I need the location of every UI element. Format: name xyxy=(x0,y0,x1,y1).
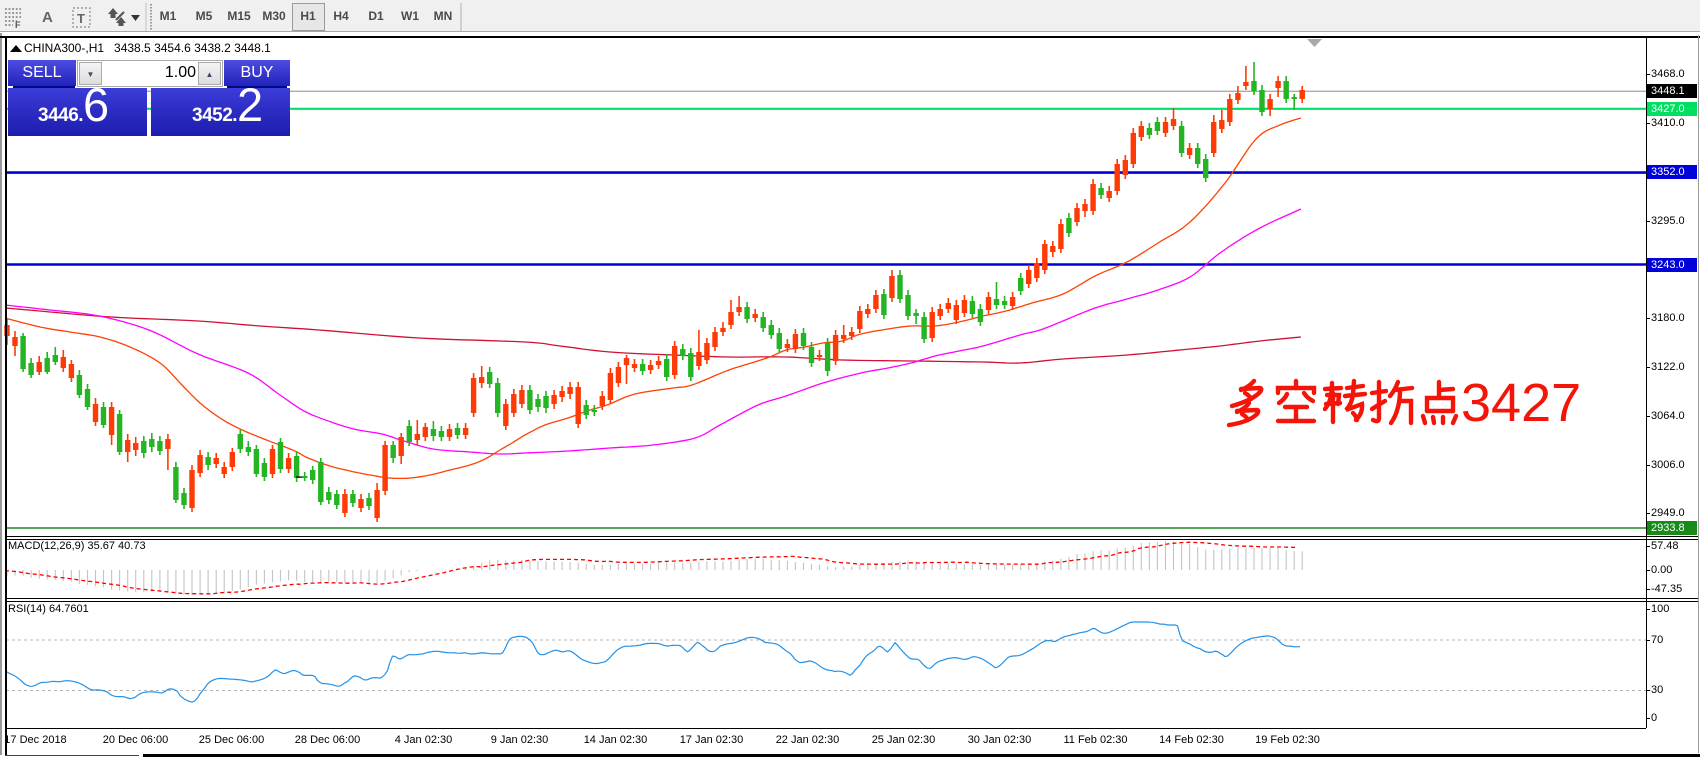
svg-text:F: F xyxy=(15,20,21,30)
svg-text:A: A xyxy=(42,9,53,26)
svg-text:T: T xyxy=(77,11,85,26)
